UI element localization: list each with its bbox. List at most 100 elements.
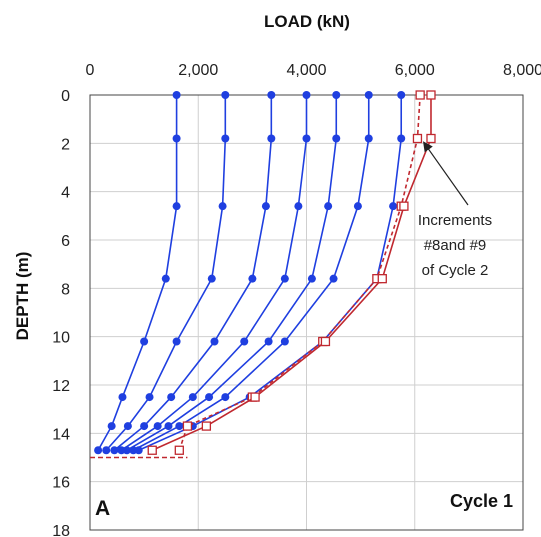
data-point [218,202,227,211]
cycle1-series [94,91,181,455]
data-point [302,91,311,99]
data-point [415,90,425,100]
series-line [113,95,273,451]
data-point [248,274,257,283]
cycle-label: Cycle 1 [450,491,513,511]
data-point [261,202,270,211]
y-tick-label: 14 [52,426,70,443]
data-point [122,446,131,455]
data-point [161,274,170,283]
y-axis-title: DEPTH (m) [13,252,32,341]
data-point [175,422,184,431]
data-point [153,422,162,431]
data-point [240,337,249,346]
data-point [324,202,333,211]
data-point [110,446,119,455]
x-tick-label: 8,000 [503,62,541,79]
x-tick-label: 0 [86,62,95,79]
y-tick-label: 0 [61,88,70,105]
data-point [426,133,436,144]
x-tick-label: 6,000 [395,62,435,79]
data-point [147,445,157,455]
series-line [178,94,421,451]
y-tick-label: 2 [61,136,70,153]
data-point [164,422,173,431]
cycle1-series [102,91,230,455]
series-line [97,95,178,451]
series-line [132,95,370,451]
y-tick-label: 18 [52,523,70,537]
data-point [172,91,181,99]
data-point [377,274,387,284]
data-point [140,337,149,346]
series-line [126,95,338,451]
data-point [320,336,331,347]
y-tick-labels: 0 2 4 6 8 10 12 14 16 18 [52,88,70,537]
data-point [94,446,103,455]
data-point [107,422,116,431]
cycle1-series [129,91,373,455]
data-point [221,134,230,143]
data-point [205,393,214,402]
x-tick-labels: 0 2,000 4,000 6,000 8,000 [86,62,541,79]
data-point [123,422,132,431]
data-point [267,134,276,143]
y-tick-label: 4 [61,185,70,202]
data-point [332,134,341,143]
series-line [105,95,227,451]
data-point [267,91,276,99]
annotation-line: #8and #9 [424,237,487,254]
annotation-increments: Increments #8and #9 of Cycle 2 [418,141,492,279]
data-point [210,337,219,346]
annotation-arrow [423,141,469,206]
series-layer [94,90,436,455]
series-line [120,95,308,451]
y-tick-label: 12 [52,378,70,395]
annotation-line: Increments [418,212,492,229]
data-point [174,445,184,455]
data-point [140,422,149,431]
data-point [102,446,111,455]
data-point [399,201,409,211]
data-point [294,202,303,211]
data-point [364,134,373,143]
data-point [207,274,216,283]
data-point [201,421,212,431]
data-point [172,202,181,211]
data-point [264,337,273,346]
data-point [145,393,154,402]
data-point [426,90,436,100]
y-tick-label: 8 [61,281,70,298]
data-point [167,393,176,402]
panel-label: A [95,497,110,520]
data-point [188,393,197,402]
data-point [134,446,143,455]
data-point [329,274,338,283]
cycle1-series [122,91,341,455]
data-point [250,392,260,402]
data-point [389,202,398,211]
cycle1-series [110,91,276,455]
data-point [280,337,289,346]
data-point [118,393,127,402]
data-point [172,337,181,346]
y-tick-label: 6 [61,233,70,250]
data-point [412,133,423,144]
data-point [280,274,289,283]
cycle1-series [117,91,311,455]
data-point [172,134,181,143]
x-tick-label: 4,000 [286,62,326,79]
data-point [353,202,362,211]
data-point [221,91,230,99]
data-point [332,91,341,99]
data-point [182,421,193,431]
x-tick-label: 2,000 [178,62,218,79]
data-point [307,274,316,283]
y-tick-label: 10 [52,330,70,347]
data-point [364,91,373,99]
annotation-line: of Cycle 2 [422,262,489,279]
x-axis-title: LOAD (kN) [264,12,350,31]
y-tick-label: 16 [52,475,70,492]
data-point [397,91,406,99]
